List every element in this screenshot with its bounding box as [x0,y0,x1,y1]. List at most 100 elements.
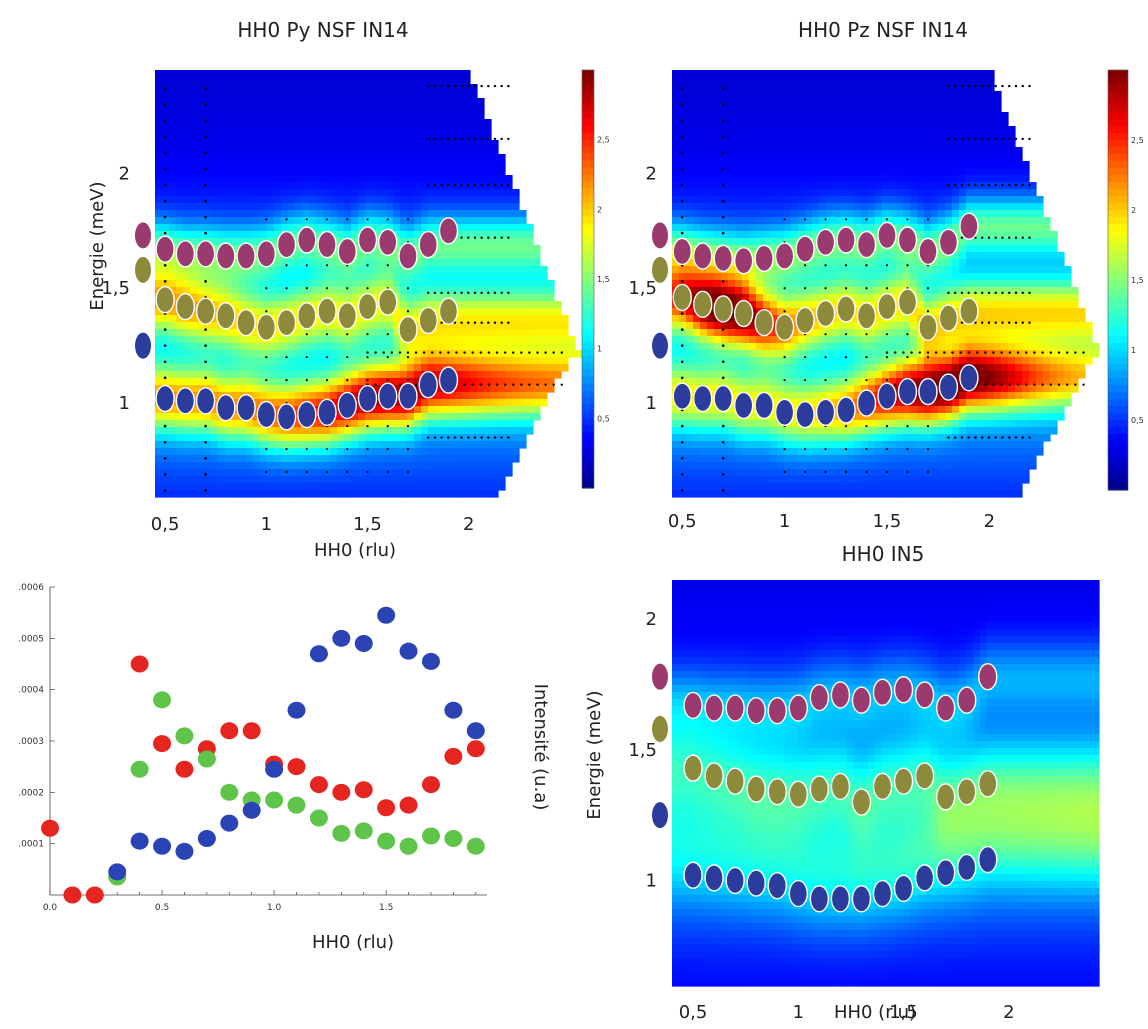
colorbar-tick-label: 1 [597,345,602,354]
branch-point [418,306,438,335]
scatter-point [377,799,396,817]
panel-in5: HH0 IN5 0,5 1 1,5 2 1 1,5 2 HH0 (rlu) Energie … [584,542,1100,1023]
branch-point [418,230,438,259]
branch-point [317,398,337,426]
branch-point [297,302,317,330]
branch-point [155,286,175,314]
branch-point [297,400,317,429]
scatter-point [265,760,284,778]
scatter-axes: 0.0 0.5 1.0 1.5 .0001 .0002 .0003 .0004 .0005 .00… [18,583,487,913]
scatter-point [197,750,216,768]
branch-point [725,767,745,795]
scatter-point [153,735,172,753]
branch-point [872,772,893,801]
branch-point [672,237,692,266]
scatter-point [265,791,284,809]
branch-point [195,297,216,325]
scatter-point [220,814,239,832]
heatmap-pz [672,70,1100,498]
branch-point [725,866,745,895]
branch-point [236,309,256,337]
branch-point [357,226,378,254]
branch-point [713,384,733,413]
scatter-y-tick-label: .0004 [18,686,44,696]
scatter-xlabel: HH0 (rlu) [312,932,394,953]
branch-point [795,306,815,335]
branch-point [357,384,378,413]
branch-point [872,879,893,908]
scatter-point [63,886,82,904]
branch-point [957,853,977,882]
scatter-point [354,634,373,652]
y-tick-label: 2 [119,163,130,184]
branch-point [767,872,787,900]
branch-point [256,313,277,341]
scatter-point [421,652,440,670]
branch-point [788,879,808,908]
branch-point [683,861,703,889]
branch-point [713,295,733,323]
scatter-point [175,760,194,778]
scatter-y-tick-label: .0003 [18,737,44,747]
branch-point [815,299,836,328]
branch-point [795,400,815,429]
branch-point [830,681,851,709]
x-tick-label: 2 [1003,1002,1014,1023]
branch-point [317,230,337,259]
scatter-point [287,758,306,776]
branch-point [935,694,956,722]
branch-point [746,869,766,897]
scatter-point [466,740,485,758]
branch-point [256,240,277,268]
branch-point [276,230,297,259]
scatter-point [354,822,373,840]
branch-point [746,696,766,725]
scatter-point [130,655,149,673]
branch-point [836,226,856,254]
branch-point [856,302,877,330]
colorbar-tick-label: 2 [597,205,602,214]
scatter-point [466,722,485,740]
scatter-ylabel: Intensité (u.a) [530,684,551,811]
branch-point [438,366,459,394]
colorbar-tick-label: 2,5 [597,136,610,145]
colorbar-tick-label: 2,5 [1131,136,1144,145]
scatter-point [377,606,396,624]
panel-py-title: HH0 Py NSF IN14 [237,18,408,42]
branch-point [851,885,872,913]
colorbar-tick-label: 0,5 [1131,416,1144,425]
branch-point [438,297,459,325]
scatter-y-tick-label: .0006 [18,583,44,593]
branch-point [897,226,918,254]
branch-point [733,391,754,420]
branch-point [195,240,216,268]
dispersion-points-py [135,217,459,431]
branch-point [959,212,979,240]
scatter-points [41,606,485,904]
branch-point [872,678,893,707]
scatter-point [309,645,328,663]
y-tick-label: 2 [646,163,657,184]
branch-point [693,242,713,270]
y-tick-label: 1,5 [101,278,130,299]
y-tick-label: 1 [119,393,130,414]
scatter-x-tick-label: 1.5 [379,903,393,913]
branch-point [155,384,175,413]
axis-ticks-in5: 0,5 1 1,5 2 1 1,5 2 [628,609,1014,1023]
branch-legend-marker [135,256,151,283]
scatter-point [220,783,239,801]
branch-legend-marker [135,222,151,249]
branch-point [754,391,774,420]
y-tick-label: 1 [646,870,657,891]
branch-point [195,387,216,415]
branch-point [683,754,703,782]
branch-legend-marker [652,715,668,742]
branch-point [856,230,877,259]
branch-point [216,242,236,270]
scatter-point [242,722,261,740]
branch-point [809,885,830,913]
branch-point [959,297,979,325]
x-tick-label: 2 [463,514,474,535]
branch-point [815,228,836,256]
branch-point [914,681,935,709]
